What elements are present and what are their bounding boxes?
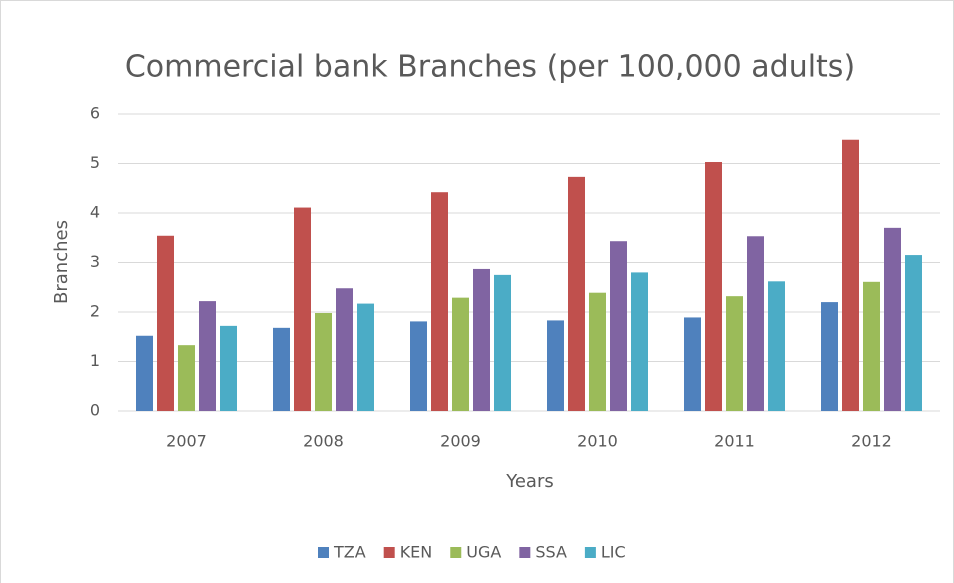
bar [136, 335, 153, 411]
bar [884, 227, 901, 411]
bar [315, 312, 332, 411]
bar [494, 274, 511, 411]
bar [336, 288, 353, 411]
bar [178, 345, 195, 411]
x-tick-label: 2007 [166, 432, 207, 451]
bar [273, 327, 290, 411]
bar [631, 272, 648, 411]
bar [768, 281, 785, 411]
legend-swatch [318, 547, 329, 558]
bar [863, 281, 880, 411]
bar [610, 241, 627, 411]
x-tick-label: 2008 [303, 432, 344, 451]
y-tick-label: 3 [90, 252, 100, 271]
bar [568, 176, 585, 411]
legend-swatch [519, 547, 531, 558]
bar [199, 301, 216, 411]
bar [842, 139, 859, 412]
x-tick-label: 2011 [714, 432, 755, 451]
legend-label: KEN [400, 543, 433, 562]
y-tick-label: 2 [90, 302, 100, 321]
y-tick-label: 4 [90, 203, 100, 222]
chart-title: Commercial bank Branches (per 100,000 ad… [125, 50, 855, 85]
legend-label: TZA [333, 543, 366, 562]
x-tick-label: 2009 [440, 432, 481, 451]
bar [431, 192, 448, 411]
x-axis-label: Years [505, 471, 554, 492]
x-tick-label: 2012 [851, 432, 892, 451]
bar [294, 207, 311, 411]
bar [684, 317, 701, 411]
legend-swatch [450, 547, 462, 558]
legend-swatch [584, 547, 596, 558]
legend-swatch [383, 547, 395, 558]
bar [821, 302, 838, 411]
legend-label: LIC [601, 543, 626, 562]
bar [357, 303, 374, 411]
x-tick-label: 2010 [577, 432, 618, 451]
bar [157, 235, 174, 411]
bar [726, 296, 743, 411]
bar [473, 268, 490, 411]
bar [452, 297, 469, 411]
bar [705, 162, 722, 411]
legend-label: SSA [535, 543, 567, 562]
bar [547, 320, 564, 411]
bar [589, 292, 606, 411]
y-tick-label: 6 [90, 104, 100, 123]
y-tick-label: 1 [90, 351, 100, 370]
bar [747, 236, 764, 411]
legend-label: UGA [466, 543, 501, 562]
bar [905, 255, 922, 411]
bar [410, 321, 427, 411]
y-tick-label: 0 [90, 401, 100, 420]
y-axis-label: Branches [51, 220, 72, 304]
y-tick-label: 5 [90, 153, 100, 172]
bar [220, 325, 237, 411]
